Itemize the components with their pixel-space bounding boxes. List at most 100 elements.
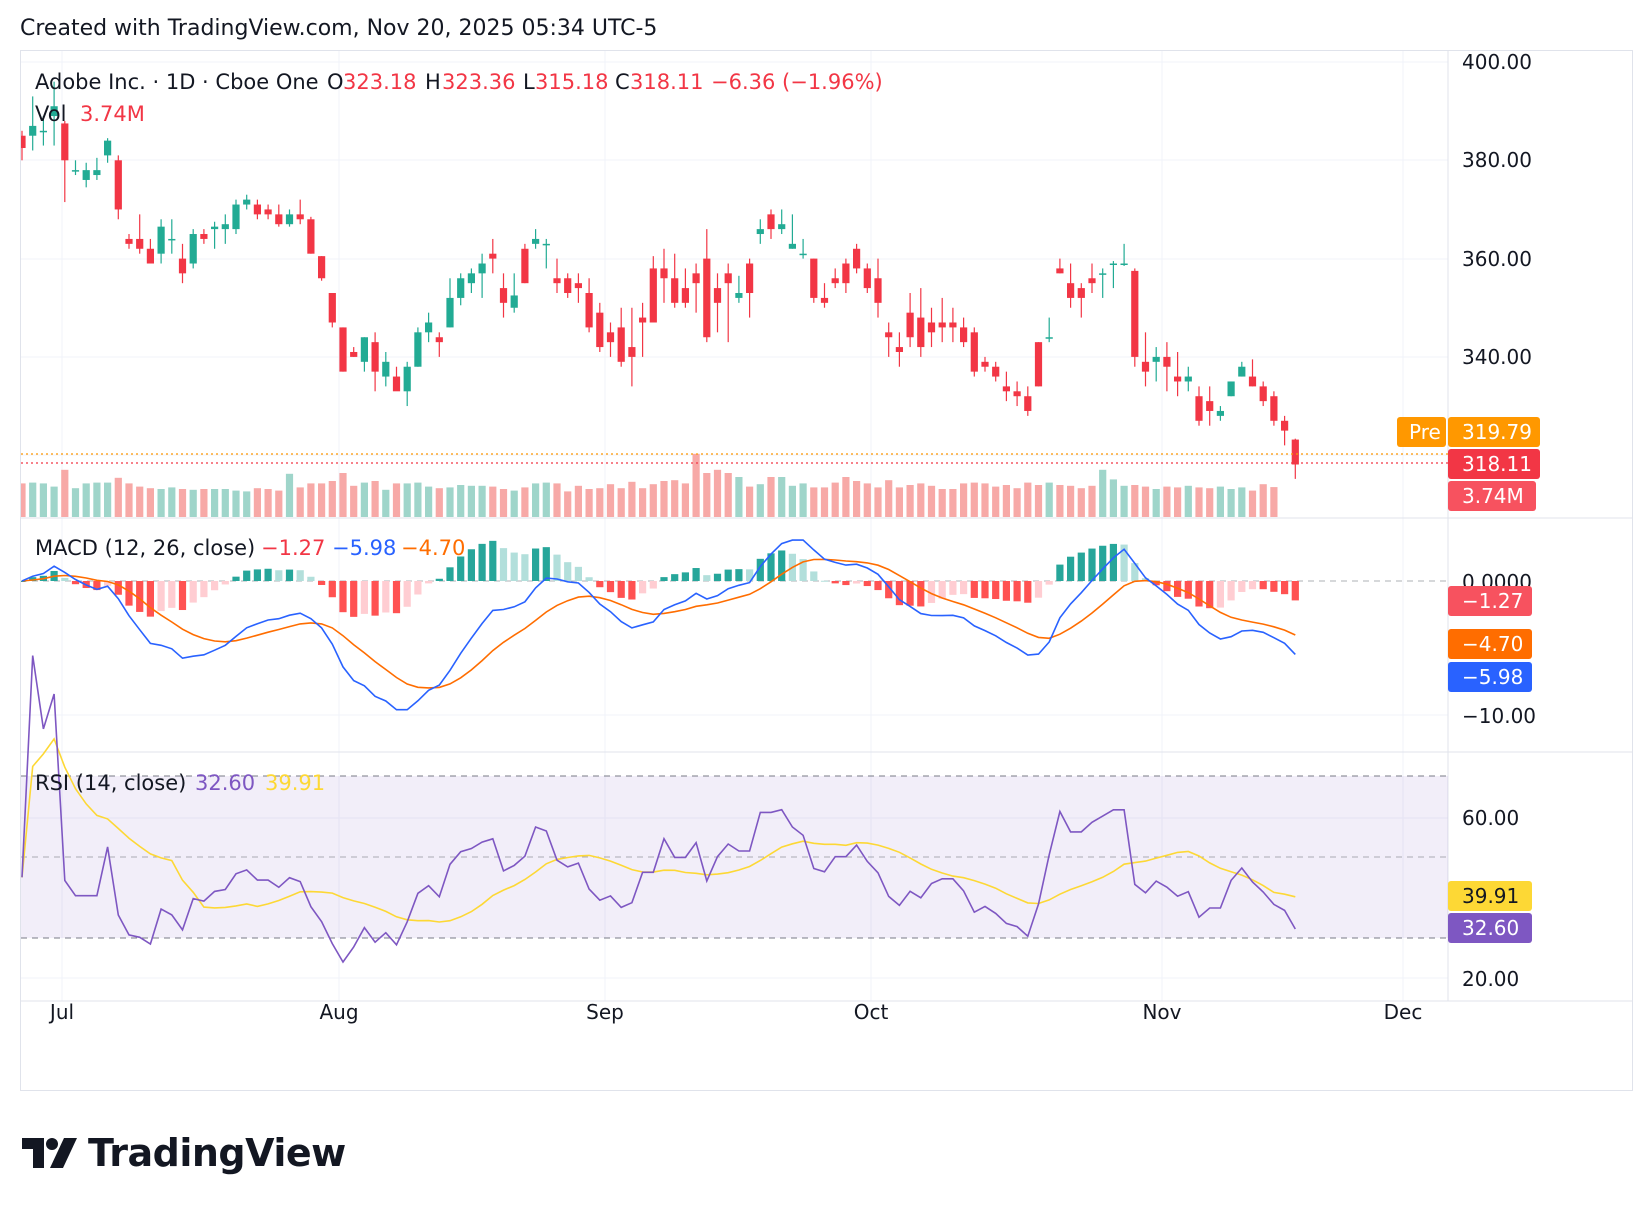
- candle-body: [1109, 263, 1117, 266]
- volume-bar: [403, 483, 411, 517]
- macd-histogram-bar: [168, 581, 176, 608]
- candle-body: [799, 253, 807, 256]
- legend-rsi-label[interactable]: RSI (14, close): [35, 771, 186, 795]
- volume-bar: [243, 491, 251, 517]
- macd-histogram-bar: [200, 581, 208, 598]
- volume-bar: [232, 490, 240, 517]
- macd-line: [21, 539, 1296, 711]
- volume-bar: [71, 488, 80, 517]
- macd-histogram-bar: [253, 569, 261, 581]
- legend-high-label: H: [425, 70, 441, 94]
- candle-body: [778, 224, 786, 230]
- price-chart[interactable]: Adobe Inc. · 1D · Cboe One O 323.18 H 32…: [21, 51, 1632, 1090]
- macd-histogram-bar: [1238, 581, 1246, 592]
- candle-body: [446, 297, 454, 328]
- volume-bar: [1067, 485, 1075, 517]
- macd-histogram-bar: [981, 581, 989, 599]
- volume-bar: [970, 482, 978, 517]
- volume-bar: [307, 483, 315, 517]
- time-axis-label: Oct: [854, 1000, 889, 1024]
- legend-macd-signal-value: −4.70: [401, 536, 465, 560]
- candle-body: [478, 263, 486, 274]
- macd-histogram-bar: [574, 566, 582, 581]
- candle-body: [360, 337, 368, 362]
- candle-body: [1152, 356, 1160, 362]
- macd-histogram-bar: [307, 576, 315, 581]
- rsi-axis-tick: 20.00: [1462, 967, 1519, 991]
- volume-bar: [746, 486, 754, 517]
- macd-histogram-bar: [1141, 578, 1150, 581]
- legend-macd-label[interactable]: MACD (12, 26, close): [35, 536, 255, 560]
- candle-body: [264, 209, 272, 215]
- volume-bar: [168, 487, 176, 517]
- price-axis-tick: 340.00: [1462, 345, 1532, 369]
- candle-body: [253, 204, 261, 215]
- rsi-ma-badge-text: 39.91: [1462, 884, 1519, 908]
- volume-bar: [136, 486, 144, 517]
- volume-bar: [478, 485, 486, 517]
- candle-body: [1088, 278, 1096, 284]
- candle-body: [1141, 361, 1150, 372]
- volume-bar: [681, 483, 689, 517]
- macd-histogram-bar: [606, 581, 615, 593]
- candle-body: [435, 337, 443, 343]
- legend-symbol[interactable]: Adobe Inc. · 1D · Cboe One: [35, 70, 319, 94]
- macd-histogram-bar: [211, 581, 219, 591]
- legend-volume-label[interactable]: Vol: [35, 102, 66, 126]
- volume-bar: [146, 488, 154, 517]
- macd-histogram-bar: [350, 581, 358, 617]
- candle-body: [499, 288, 508, 303]
- macd-histogram-bar: [906, 581, 914, 606]
- candle-body: [1238, 366, 1246, 377]
- macd-histogram-bar: [553, 554, 561, 581]
- macd-line-badge: [1448, 662, 1532, 692]
- candle-body: [318, 256, 326, 279]
- candles[interactable]: [21, 81, 1299, 479]
- volume-bar: [253, 488, 261, 517]
- candle-body: [221, 224, 229, 230]
- macd-histogram-bar: [532, 548, 540, 581]
- macd-histogram-bar: [360, 581, 368, 614]
- macd-histogram-bar: [1099, 545, 1107, 581]
- candle-body: [788, 243, 796, 249]
- legend-high-value: 323.36: [442, 70, 515, 94]
- macd-histogram-bar: [885, 581, 893, 599]
- volume-bar: [863, 483, 871, 517]
- volume-bar: [992, 486, 1000, 517]
- macd-histogram-bar: [328, 581, 336, 598]
- macd-histogram-bar: [853, 581, 861, 584]
- macd-histogram-bar: [1045, 581, 1053, 585]
- candle-body: [532, 238, 540, 244]
- tradingview-logo[interactable]: TradingView: [22, 1128, 346, 1178]
- time-axis-label: Nov: [1142, 1000, 1181, 1024]
- candle-body: [178, 258, 187, 274]
- macd-histogram-bar: [927, 581, 936, 603]
- macd-histogram-bar: [1088, 548, 1096, 581]
- candle-body: [1120, 263, 1128, 266]
- candle-body: [200, 234, 208, 239]
- macd-axis-tick: −10.00: [1462, 704, 1536, 728]
- candle-body: [1216, 410, 1224, 416]
- legend-volume-value: 3.74M: [80, 102, 145, 126]
- chart-frame[interactable]: Adobe Inc. · 1D · Cboe One O 323.18 H 32…: [20, 50, 1633, 1091]
- candle-body: [1024, 396, 1032, 411]
- macd-histogram-bar: [949, 581, 957, 595]
- macd-histogram-bar: [414, 581, 422, 595]
- candle-body: [960, 327, 968, 343]
- volume-bar: [1184, 485, 1192, 517]
- macd-histogram-bar: [435, 578, 443, 581]
- macd-histogram-bar: [1024, 581, 1032, 603]
- macd-histogram-bar: [1152, 581, 1160, 586]
- candle-body: [1077, 288, 1085, 298]
- rsi-line: [21, 655, 1296, 964]
- macd-histogram-bar: [992, 581, 1000, 600]
- volume-bar: [318, 483, 326, 517]
- candle-body: [681, 288, 689, 303]
- macd-histogram-bar: [1034, 581, 1043, 598]
- macd-histogram-bar: [1163, 581, 1171, 592]
- macd-histogram-bar: [585, 577, 593, 581]
- rsi-ma-badge: [1448, 881, 1532, 911]
- volume-bar: [778, 477, 786, 517]
- legend-low-value: 315.18: [535, 70, 608, 94]
- tradingview-logo-text: TradingView: [88, 1131, 346, 1175]
